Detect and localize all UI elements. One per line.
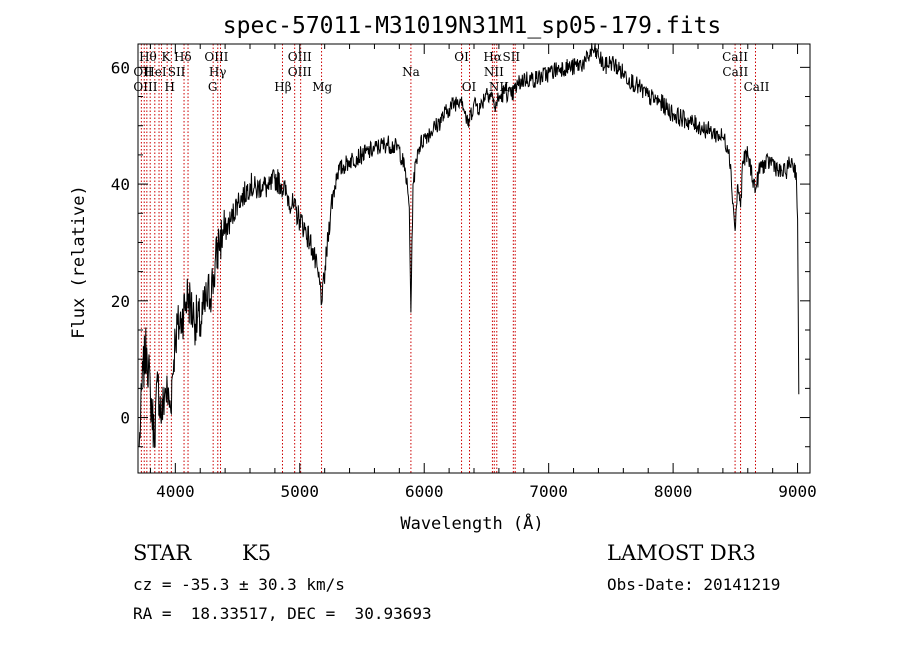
line-label: OI xyxy=(462,80,477,94)
x-tick-label: 7000 xyxy=(529,482,568,501)
line-label: OIII xyxy=(204,50,228,64)
ra-dec-coordinates: RA = 18.33517, DEC = 30.93693 xyxy=(133,604,432,623)
y-axis: 0 20 40 60 xyxy=(111,58,810,448)
x-tick-label: 4000 xyxy=(156,482,195,501)
y-tick-label: 20 xyxy=(111,292,130,311)
x-tick-label: 6000 xyxy=(405,482,444,501)
line-label: OIII xyxy=(288,50,312,64)
spectrum-trace xyxy=(138,43,800,448)
line-label: CaII xyxy=(722,50,748,64)
emission-line-markers xyxy=(140,44,756,473)
line-label: H xyxy=(164,80,174,94)
line-label: K xyxy=(162,50,172,64)
line-label: Mg xyxy=(312,80,332,94)
line-label: CaII xyxy=(744,80,770,94)
line-label: Na xyxy=(402,65,420,79)
line-label: CaII xyxy=(722,65,748,79)
spectral-subclass: K5 xyxy=(242,541,272,565)
line-label: Hγ xyxy=(209,65,227,79)
line-label: OIII xyxy=(133,80,157,94)
object-type: STAR xyxy=(133,541,192,565)
y-tick-label: 60 xyxy=(111,58,130,77)
survey-name: LAMOST DR3 xyxy=(607,541,756,565)
plot-frame xyxy=(137,43,811,474)
line-label: Hδ xyxy=(174,50,192,64)
x-tick-label: 9000 xyxy=(778,482,817,501)
y-tick-label: 40 xyxy=(111,175,130,194)
line-label: SII xyxy=(168,65,186,79)
line-label: OIII xyxy=(288,65,312,79)
line-label: Hβ xyxy=(274,80,291,94)
observation-date: Obs-Date: 20141219 xyxy=(607,575,781,594)
line-label: Hθ xyxy=(139,50,157,64)
line-label: SII xyxy=(502,50,520,64)
x-tick-label: 8000 xyxy=(654,482,693,501)
y-tick-label: 0 xyxy=(120,409,130,428)
line-label: NII xyxy=(484,65,504,79)
y-axis-label: Flux (relative) xyxy=(69,185,89,339)
redshift-cz: cz = -35.3 ± 30.3 km/s xyxy=(133,575,345,594)
line-label: HeI xyxy=(144,65,167,79)
line-label: Hα xyxy=(483,50,502,64)
line-label: G xyxy=(208,80,218,94)
x-axis: 4000 5000 6000 7000 8000 9000 xyxy=(149,44,817,501)
chart-title: spec-57011-M31019N31M1_sp05-179.fits xyxy=(223,13,722,39)
line-label: OI xyxy=(454,50,469,64)
x-axis-label: Wavelength (Å) xyxy=(400,512,543,534)
x-tick-label: 5000 xyxy=(281,482,320,501)
